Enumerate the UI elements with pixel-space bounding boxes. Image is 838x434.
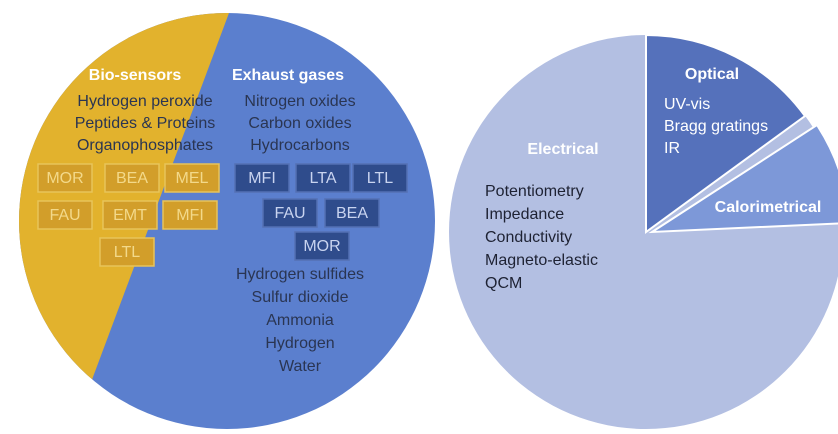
zeolite-label: MEL xyxy=(176,170,209,187)
label: Ammonia xyxy=(266,312,334,329)
zeolite-box xyxy=(102,200,158,230)
zeolite-box xyxy=(104,163,160,193)
label: Impedance xyxy=(485,206,564,223)
zeolite-box xyxy=(164,163,220,193)
heading: Bio-sensors xyxy=(89,67,182,84)
label: Magneto-elastic xyxy=(485,252,598,269)
label: Nitrogen oxides xyxy=(244,93,355,110)
zeolite-box xyxy=(294,231,350,261)
label: Hydrogen peroxide xyxy=(77,93,212,110)
zeolite-label: BEA xyxy=(336,205,368,222)
label: Water xyxy=(279,358,322,375)
zeolite-label: LTA xyxy=(310,170,337,187)
zeolite-box xyxy=(37,200,93,230)
right-pie xyxy=(449,33,838,429)
zeolite-label: LTL xyxy=(114,244,140,261)
calorimetrical-slice xyxy=(648,123,838,234)
zeolite-label: LTL xyxy=(367,170,393,187)
zeolite-box xyxy=(352,163,408,193)
label: Hydrogen xyxy=(265,335,334,352)
zeolite-label: MFI xyxy=(176,207,204,224)
zeolite-label: MOR xyxy=(303,238,340,255)
zeolite-label: FAU xyxy=(49,207,80,224)
zeolite-label: MFI xyxy=(248,170,276,187)
zeolite-label: MOR xyxy=(46,170,83,187)
label: Hydrocarbons xyxy=(250,137,350,154)
label: Peptides & Proteins xyxy=(75,115,216,132)
label: Sulfur dioxide xyxy=(252,289,349,306)
zeolite-box xyxy=(99,237,155,267)
zeolite-box xyxy=(234,163,290,193)
heading: Exhaust gases xyxy=(232,67,344,84)
labels: Bio-sensors Hydrogen peroxide Peptides & P… xyxy=(37,66,822,375)
zeolite-box xyxy=(324,198,380,228)
zeolite-label: BEA xyxy=(116,170,148,187)
zeolite-box xyxy=(162,200,218,230)
heading: Electrical xyxy=(527,141,598,158)
zeolite-label: EMT xyxy=(113,207,147,224)
label: Potentiometry xyxy=(485,183,584,200)
heading: Calorimetrical xyxy=(715,199,822,216)
label: Conductivity xyxy=(485,229,572,246)
zeolite-box xyxy=(262,198,318,228)
label: Hydrogen sulfides xyxy=(236,266,364,283)
label: Bragg gratings xyxy=(664,118,768,135)
label: Organophosphates xyxy=(77,137,213,154)
zeolite-label: FAU xyxy=(274,205,305,222)
zeolite-box xyxy=(295,163,351,193)
heading: Optical xyxy=(685,66,739,83)
label: IR xyxy=(664,140,680,157)
optical-slice xyxy=(645,33,807,234)
zeolite-box xyxy=(37,163,93,193)
label: Carbon oxides xyxy=(248,115,351,132)
label: QCM xyxy=(485,275,522,292)
label: UV-vis xyxy=(664,96,710,113)
